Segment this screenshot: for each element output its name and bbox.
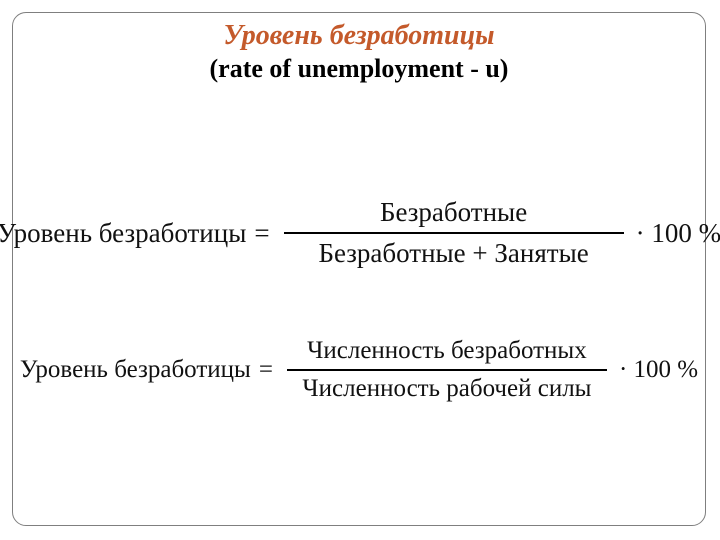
equals-sign: = <box>246 218 277 249</box>
formula-1: Уровень безработицы = Безработные Безраб… <box>13 195 705 271</box>
formula-2-fraction: Численность безработных Численность рабо… <box>281 335 613 405</box>
title-english: (rate of unemployment - u) <box>13 53 705 86</box>
formula-1-numerator: Безработные <box>366 195 541 230</box>
formula-2-denominator: Численность рабочей силы <box>288 373 605 405</box>
formula-2: Уровень безработицы = Численность безраб… <box>13 335 705 405</box>
fraction-bar <box>284 232 624 234</box>
equals-sign: = <box>251 356 281 384</box>
formula-2-multiplier: · 100 % <box>613 356 698 384</box>
title-block: Уровень безработицы (rate of unemploymen… <box>13 19 705 85</box>
formula-1-lhs: Уровень безработицы <box>0 218 246 249</box>
formula-1-multiplier: · 100 % <box>630 218 720 249</box>
formula-2-lhs: Уровень безработицы <box>20 356 251 384</box>
formula-1-denominator: Безработные + Занятые <box>304 236 602 271</box>
title-russian: Уровень безработицы <box>13 19 705 53</box>
formula-2-numerator: Численность безработных <box>293 335 601 367</box>
formula-1-fraction: Безработные Безработные + Занятые <box>278 195 630 271</box>
content-frame: Уровень безработицы (rate of unemploymen… <box>12 12 706 526</box>
fraction-bar <box>287 369 607 371</box>
